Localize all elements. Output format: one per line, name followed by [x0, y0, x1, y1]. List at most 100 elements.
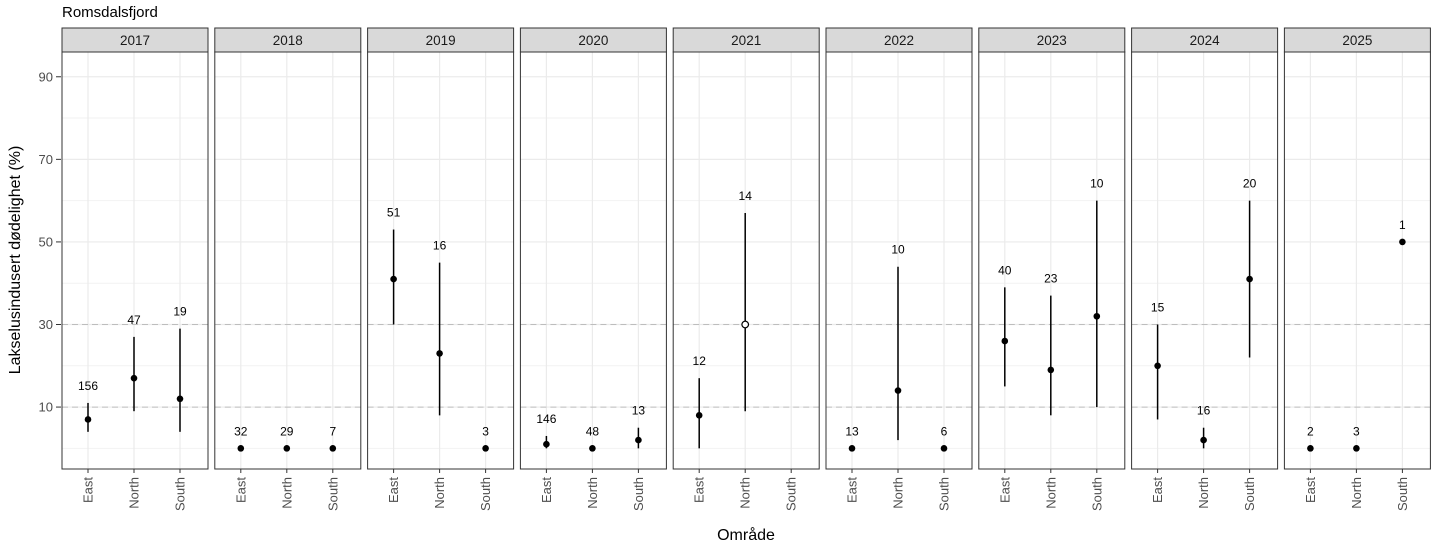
sample-size-label: 23 — [1044, 272, 1058, 286]
x-tick-label: North — [1196, 477, 1211, 509]
data-point — [237, 445, 245, 452]
x-tick-label: North — [1043, 477, 1058, 509]
data-point — [589, 445, 596, 452]
facet-strip — [367, 27, 515, 53]
x-tick-label: South — [1242, 477, 1257, 511]
y-tick-label: 30 — [39, 317, 53, 332]
facet-label: 2019 — [426, 33, 456, 48]
x-tick-label: South — [478, 477, 493, 511]
sample-size-label: 19 — [173, 305, 187, 319]
facet-label: 2017 — [120, 33, 150, 48]
facet-strip — [672, 27, 820, 53]
sample-size-label: 13 — [632, 404, 646, 418]
sample-size-label: 48 — [586, 424, 600, 438]
sample-size-label: 14 — [739, 189, 753, 203]
x-tick-label: South — [631, 477, 646, 511]
data-point — [635, 436, 642, 444]
data-point — [390, 275, 397, 283]
sample-size-label: 12 — [693, 354, 707, 368]
panel-border — [1283, 51, 1431, 470]
x-tick-label: East — [233, 477, 248, 503]
x-tick-label: South — [1089, 477, 1104, 511]
data-point — [1399, 238, 1406, 246]
data-point — [695, 412, 703, 419]
y-tick-label: 90 — [39, 69, 53, 84]
facet-strip — [519, 27, 667, 53]
data-point — [741, 320, 750, 329]
sample-size-label: 1 — [1399, 218, 1406, 232]
data-point — [436, 350, 443, 357]
sample-size-label: 40 — [998, 263, 1012, 277]
facet-strip — [825, 27, 973, 53]
panel-border — [672, 51, 820, 470]
x-tick-label: North — [891, 477, 906, 509]
panel-border — [1131, 51, 1279, 470]
facet-label: 2024 — [1190, 33, 1221, 48]
sample-size-label: 10 — [891, 243, 905, 257]
sample-size-label: 146 — [536, 412, 556, 426]
sample-size-label: 32 — [234, 424, 248, 438]
data-point — [1093, 312, 1101, 320]
x-tick-label: East — [1150, 477, 1165, 503]
sample-size-label: 15 — [1151, 300, 1165, 314]
data-point — [176, 395, 184, 403]
x-axis-title: Område — [717, 527, 775, 544]
data-point — [130, 374, 138, 382]
sample-size-label: 156 — [78, 379, 98, 393]
facet-label: 2023 — [1037, 33, 1067, 48]
x-tick-label: South — [325, 477, 340, 511]
x-tick-label: North — [127, 477, 142, 509]
x-tick-label: South — [784, 477, 799, 511]
facet-label: 2021 — [731, 33, 761, 48]
panel-background — [978, 52, 1125, 469]
data-point — [1154, 362, 1161, 370]
data-point — [84, 416, 92, 423]
panel-border — [978, 51, 1126, 470]
sample-size-label: 10 — [1090, 177, 1104, 191]
facet-label: 2025 — [1342, 33, 1372, 48]
sample-size-label: 7 — [329, 424, 336, 438]
facet-strip — [1131, 27, 1279, 53]
sample-size-label: 3 — [482, 424, 489, 438]
x-tick-label: East — [997, 477, 1012, 503]
panel-background — [214, 52, 361, 469]
sample-size-label: 20 — [1243, 177, 1257, 191]
sample-size-label: 16 — [1197, 404, 1211, 418]
data-point — [283, 445, 291, 452]
y-tick-label: 10 — [39, 400, 53, 415]
sample-size-label: 51 — [387, 206, 401, 220]
panel-border — [367, 51, 515, 470]
x-tick-label: South — [937, 477, 952, 511]
chart-title: Romsdalsfjord — [62, 4, 158, 21]
data-point — [482, 445, 489, 452]
x-tick-label: South — [173, 477, 188, 511]
data-point — [1047, 366, 1055, 374]
facet-strip — [1283, 27, 1431, 53]
panel-background — [62, 52, 208, 469]
x-tick-label: East — [1303, 477, 1318, 503]
data-point — [894, 387, 902, 394]
data-point — [1307, 445, 1314, 452]
y-tick-label: 70 — [39, 152, 53, 167]
facet-strip — [214, 27, 362, 53]
x-tick-label: East — [539, 477, 554, 503]
panel-background — [1131, 52, 1278, 469]
data-point — [1001, 337, 1009, 345]
x-tick-label: East — [81, 477, 96, 503]
facet-label: 2020 — [578, 33, 608, 48]
x-tick-label: North — [585, 477, 600, 509]
x-tick-label: North — [432, 477, 447, 509]
panel-background — [367, 52, 514, 469]
data-point — [543, 440, 550, 448]
data-point — [1200, 436, 1207, 444]
panel-border — [61, 51, 209, 470]
panel-background — [1284, 52, 1431, 469]
panel-background — [673, 52, 820, 469]
panel-background — [826, 52, 972, 469]
facet-label: 2018 — [273, 33, 303, 48]
x-tick-label: North — [738, 477, 753, 509]
data-point — [1246, 275, 1253, 283]
x-tick-label: South — [1395, 477, 1410, 511]
x-tick-label: East — [845, 477, 860, 503]
